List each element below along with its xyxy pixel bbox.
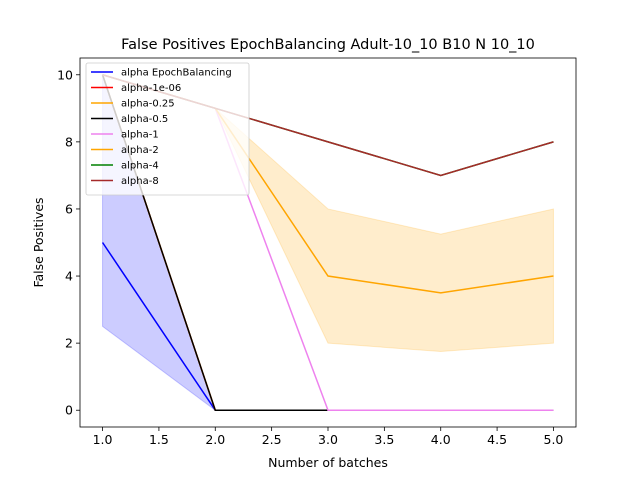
y-tick-label: 6: [65, 201, 73, 216]
legend-box: [85, 62, 250, 196]
legend-entry-alpha-4: alpha-4: [121, 161, 159, 172]
x-tick-label: 4.0: [431, 432, 451, 447]
legend-entry-alpha-0-25: alpha-0.25: [121, 99, 175, 110]
chart-title: False Positives EpochBalancing Adult-10_…: [121, 37, 535, 53]
y-axis: 0 2 4 6 8 10: [57, 67, 80, 418]
y-tick-label: 4: [65, 269, 73, 284]
x-axis: 1.0 1.5 2.0 2.5 3.0 3.5 4.0 4.5 5.0: [93, 427, 564, 447]
y-tick-label: 8: [65, 134, 73, 149]
x-tick-label: 1.5: [149, 432, 169, 447]
legend-entry-alpha-1: alpha-1: [121, 130, 159, 141]
legend-entry-alpha-1e-06: alpha-1e-06: [121, 83, 181, 94]
y-tick-label: 2: [65, 336, 73, 351]
y-tick-label: 10: [57, 67, 73, 82]
y-axis-label: False Positives: [31, 197, 46, 287]
legend-entry-alpha-0-5: alpha-0.5: [121, 114, 168, 125]
y-tick-label: 0: [65, 403, 73, 418]
x-tick-label: 1.0: [93, 432, 113, 447]
x-tick-label: 2.0: [205, 432, 225, 447]
legend-entry-alpha-8: alpha-8: [121, 176, 159, 187]
x-axis-label: Number of batches: [268, 455, 388, 470]
x-tick-label: 5.0: [544, 432, 564, 447]
x-tick-label: 3.0: [318, 432, 338, 447]
legend-entry-alpha-2: alpha-2: [121, 145, 159, 156]
x-tick-label: 3.5: [374, 432, 394, 447]
legend-entry-alpha-epochbalancing: alpha EpochBalancing: [121, 68, 232, 79]
x-tick-label: 2.5: [262, 432, 282, 447]
x-tick-label: 4.5: [487, 432, 507, 447]
legend: alpha EpochBalancing alpha-1e-06 alpha-0.2…: [85, 62, 250, 196]
